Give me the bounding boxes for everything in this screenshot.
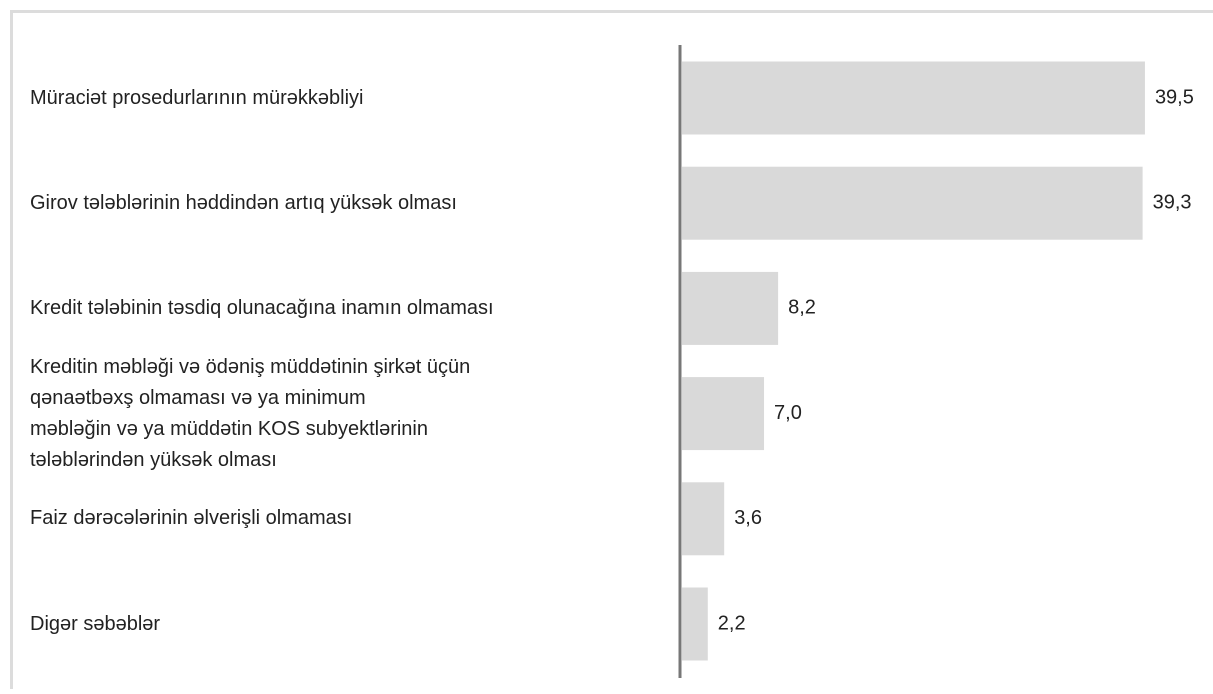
- bar: [682, 587, 708, 661]
- value-label: 3,6: [734, 507, 762, 529]
- bar: [682, 377, 765, 451]
- category-label: Müraciət prosedurlarının mürəkkəbliyi: [30, 86, 364, 109]
- category-label: Faiz dərəcələrinin əlverişli olmaması: [30, 507, 353, 530]
- bar: [682, 166, 1143, 240]
- category-label: Digər səbəblər: [30, 612, 161, 635]
- value-label: 39,3: [1153, 191, 1192, 213]
- value-label: 7,0: [774, 402, 802, 424]
- category-label: Kredit tələbinin təsdiq olunacağına inam…: [30, 296, 494, 319]
- bar: [682, 482, 725, 556]
- value-label: 39,5: [1155, 86, 1194, 108]
- category-label: Girov tələblərinin həddindən artıq yüksə…: [30, 191, 457, 214]
- bar: [682, 271, 779, 345]
- value-label: 8,2: [788, 297, 816, 319]
- frame: [10, 10, 1213, 689]
- value-label: 2,2: [718, 612, 746, 634]
- bar: [682, 61, 1145, 135]
- category-label: Kreditin məbləği və ödəniş müddətinin şi…: [30, 355, 471, 471]
